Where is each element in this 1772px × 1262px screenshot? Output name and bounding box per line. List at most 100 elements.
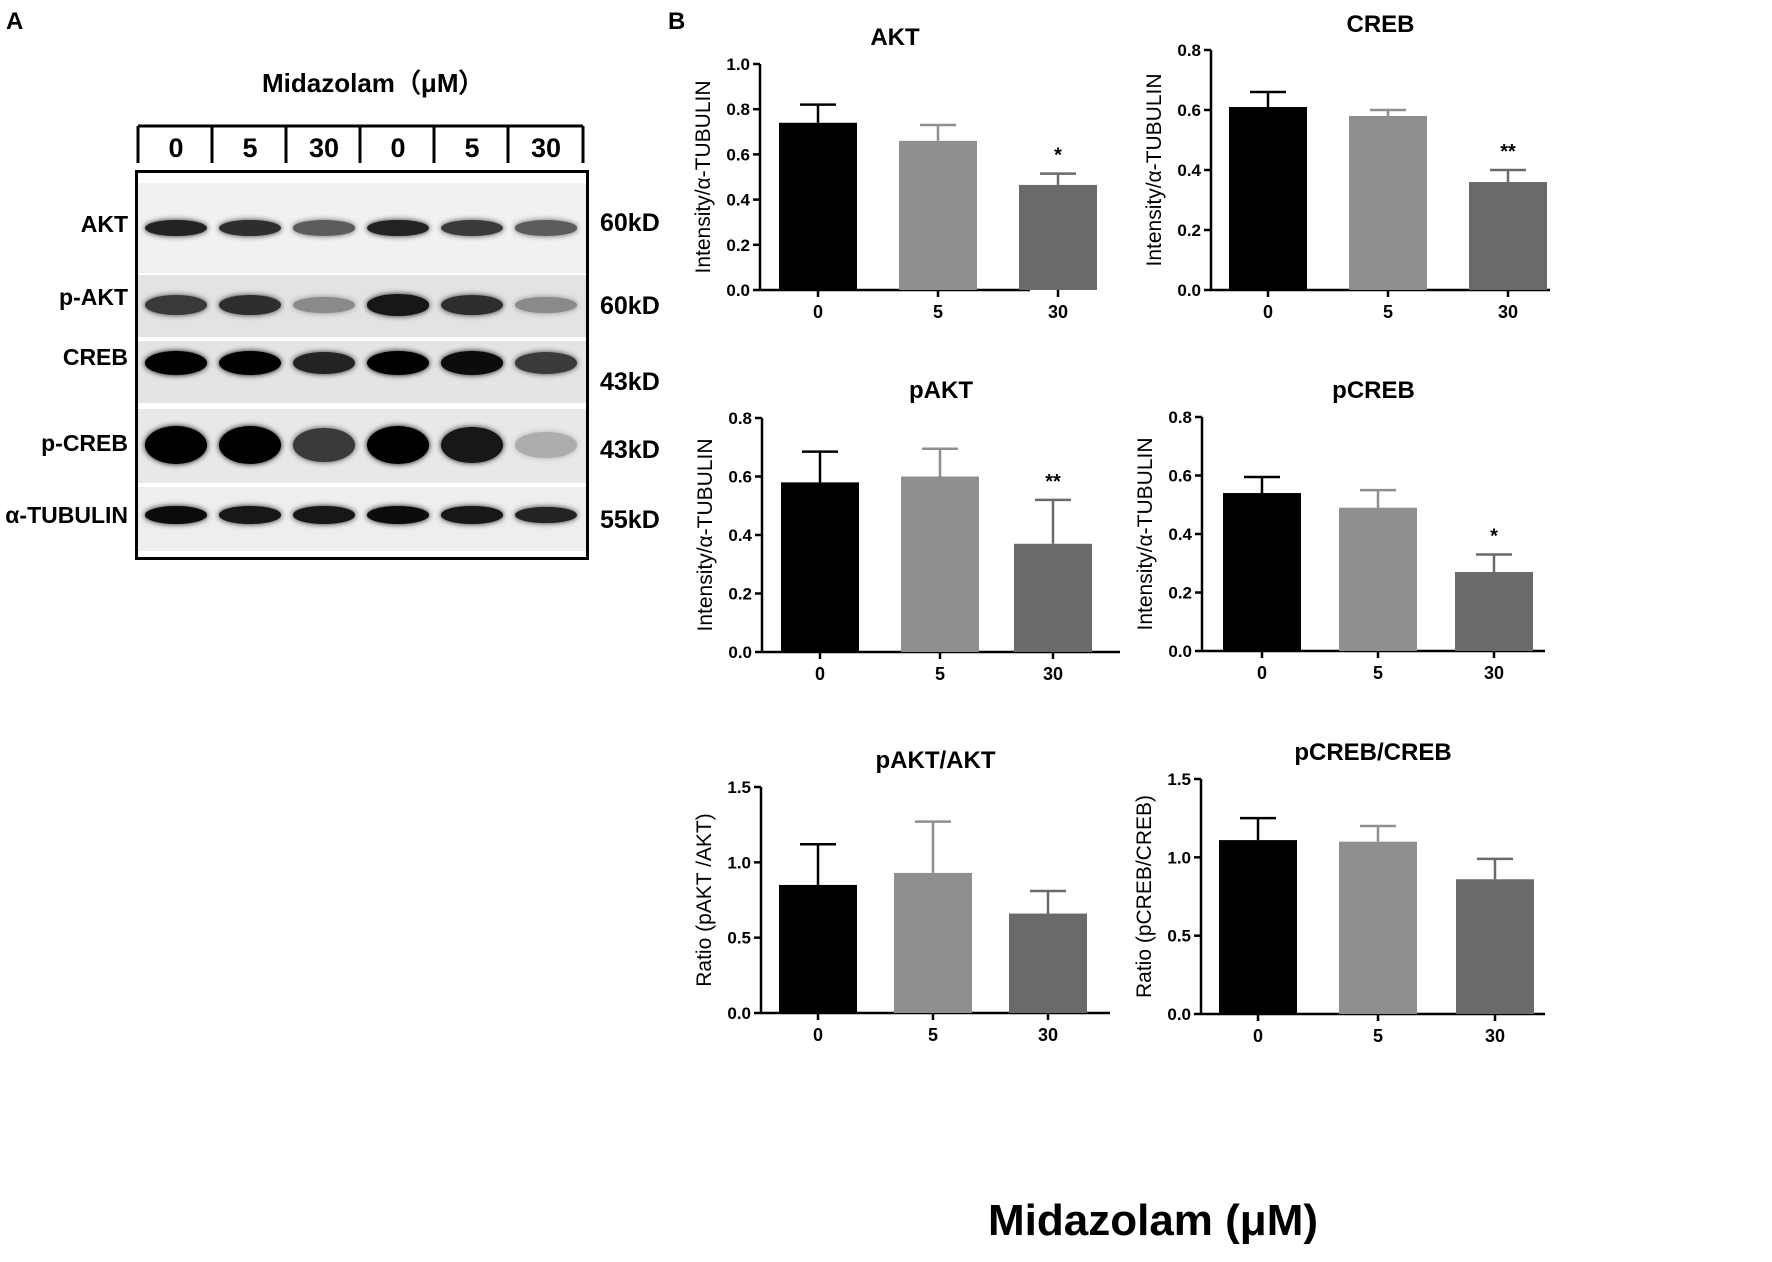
lane-label: 5 xyxy=(242,133,258,163)
y-tick-label: 0.8 xyxy=(1177,41,1201,60)
x-tick-label: 5 xyxy=(1373,1026,1383,1046)
blot-band xyxy=(367,294,429,316)
bar xyxy=(1456,879,1534,1014)
y-tick-label: 0.8 xyxy=(726,100,750,119)
blot-band xyxy=(441,219,503,237)
y-tick-label: 0.4 xyxy=(726,191,750,210)
y-tick-label: 0.0 xyxy=(727,1004,751,1023)
chart-title: pAKT/AKT xyxy=(876,747,996,774)
x-tick-label: 30 xyxy=(1485,1026,1505,1046)
blot-band xyxy=(219,351,281,375)
blot-band xyxy=(145,219,207,237)
blot-band xyxy=(219,426,281,464)
y-tick-label: 0.8 xyxy=(728,409,752,428)
blot-band xyxy=(515,220,577,236)
molecular-weight-label: 60kD xyxy=(600,292,660,320)
bar xyxy=(1223,493,1301,651)
blot-strip xyxy=(138,275,586,337)
blot-band xyxy=(145,426,207,464)
x-tick-label: 5 xyxy=(935,664,945,684)
y-tick-label: 0.5 xyxy=(727,929,751,948)
blot-strip xyxy=(138,487,586,551)
bar xyxy=(1229,107,1307,290)
blot-band xyxy=(367,351,429,375)
x-axis-title: Midazolam (μM) xyxy=(988,1196,1319,1245)
bar xyxy=(894,872,972,1013)
blot-band xyxy=(441,426,503,464)
protein-label: CREB xyxy=(62,344,128,370)
x-tick-label: 30 xyxy=(1038,1025,1058,1045)
y-tick-label: 0.6 xyxy=(1177,101,1201,120)
blot-band xyxy=(293,427,355,463)
x-tick-label: 5 xyxy=(933,302,943,322)
molecular-weight-label: 60kD xyxy=(600,209,660,237)
bar xyxy=(899,140,977,290)
blot-band xyxy=(145,506,207,524)
blot-band xyxy=(367,506,429,524)
blot-band xyxy=(515,431,577,459)
blot-band xyxy=(219,506,281,524)
bar xyxy=(1339,841,1417,1014)
x-tick-label: 5 xyxy=(1383,302,1393,322)
y-tick-label: 0.4 xyxy=(1177,161,1201,180)
x-tick-label: 0 xyxy=(1253,1026,1263,1046)
x-tick-label: 5 xyxy=(1373,663,1383,683)
significance-marker: * xyxy=(1054,145,1062,167)
molecular-weight-label: 43kD xyxy=(600,436,660,464)
y-tick-label: 1.0 xyxy=(726,55,750,74)
blot-band xyxy=(219,294,281,316)
molecular-weight-label: 55kD xyxy=(600,506,660,534)
y-tick-label: 0.0 xyxy=(1167,1005,1191,1024)
x-tick-label: 0 xyxy=(813,302,823,322)
blot-band xyxy=(441,294,503,316)
blot-band xyxy=(293,351,355,375)
x-tick-label: 30 xyxy=(1484,663,1504,683)
blot-band xyxy=(293,220,355,236)
blot-band xyxy=(367,426,429,464)
bar xyxy=(901,476,979,652)
y-axis-label: Intensity/α-TUBULIN xyxy=(694,438,717,631)
y-tick-label: 0.0 xyxy=(1168,642,1192,661)
panel-label-b: B xyxy=(668,8,686,35)
y-axis-label: Intensity/α-TUBULIN xyxy=(1143,73,1166,266)
y-tick-label: 0.4 xyxy=(728,526,752,545)
chart-title: AKT xyxy=(870,24,920,51)
y-tick-label: 0.6 xyxy=(1168,467,1192,486)
chart-title: CREB xyxy=(1346,11,1414,38)
blot-treatment-label: Midazolam（μM） xyxy=(262,68,485,98)
blot-strip xyxy=(138,341,586,403)
bar xyxy=(1455,572,1533,651)
blot-band xyxy=(441,351,503,375)
y-axis-label: Intensity/α-TUBULIN xyxy=(1134,437,1157,630)
significance-marker: ** xyxy=(1500,141,1516,163)
x-tick-label: 30 xyxy=(1048,302,1068,322)
blot-band xyxy=(367,219,429,237)
x-tick-label: 30 xyxy=(1043,664,1063,684)
chart-title: pCREB xyxy=(1332,377,1415,404)
y-tick-label: 1.0 xyxy=(1167,848,1191,867)
x-tick-label: 0 xyxy=(813,1025,823,1045)
y-tick-label: 0.2 xyxy=(1177,221,1201,240)
blot-strip xyxy=(138,183,586,273)
bar xyxy=(1469,182,1547,290)
lane-bracket xyxy=(136,124,585,163)
y-tick-label: 1.5 xyxy=(727,778,751,797)
protein-label: p-CREB xyxy=(41,430,128,456)
blot-image xyxy=(135,170,589,560)
bar xyxy=(1339,507,1417,651)
y-axis-label: Ratio (pCREB/CREB) xyxy=(1133,795,1156,998)
y-tick-label: 0.4 xyxy=(1168,525,1192,544)
panel-label-a: A xyxy=(6,8,24,35)
blot-band xyxy=(515,296,577,314)
bar xyxy=(1349,116,1427,290)
bar xyxy=(779,884,857,1013)
blot-band xyxy=(219,219,281,237)
chart-title: pCREB/CREB xyxy=(1294,739,1451,766)
y-tick-label: 0.2 xyxy=(728,585,752,604)
bar xyxy=(781,482,859,652)
x-tick-label: 0 xyxy=(815,664,825,684)
x-tick-label: 5 xyxy=(928,1025,938,1045)
bar xyxy=(1019,184,1097,290)
y-tick-label: 1.0 xyxy=(727,853,751,872)
y-tick-label: 0.2 xyxy=(1168,584,1192,603)
